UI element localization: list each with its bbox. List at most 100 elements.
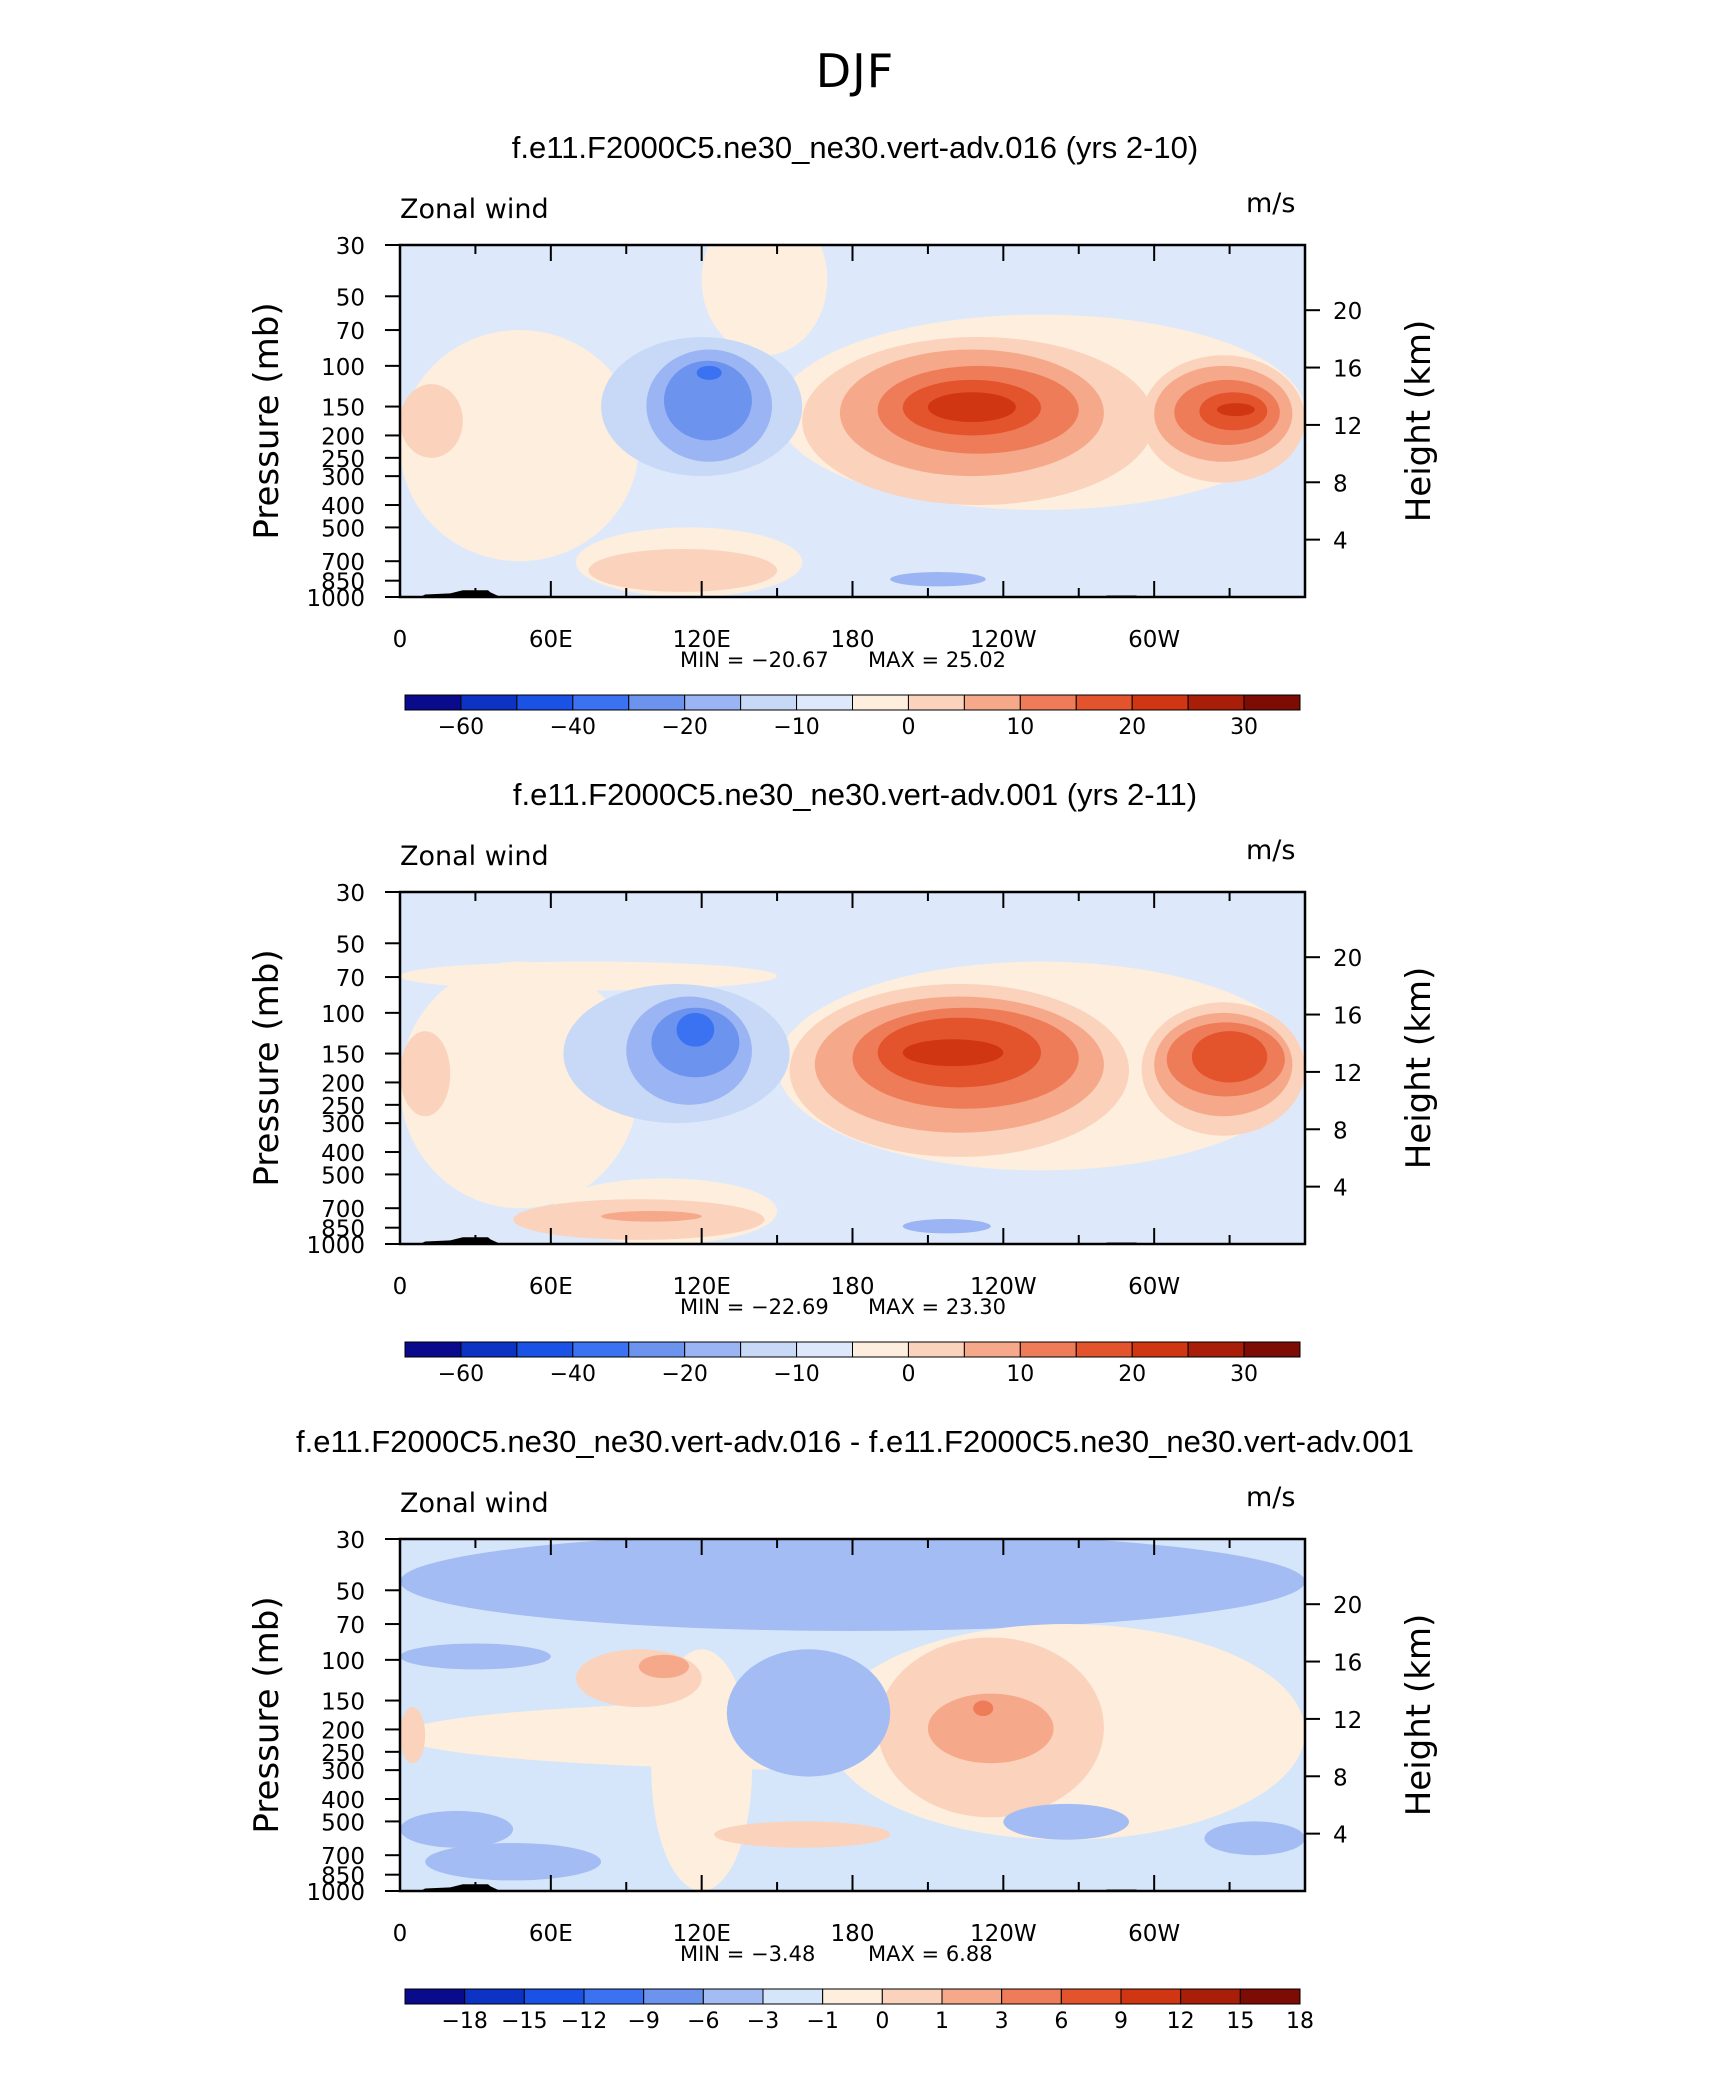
y-right-tick-label: 16 <box>1333 1651 1362 1677</box>
y-tick-label: 100 <box>321 1649 365 1675</box>
contour-field <box>400 1539 1305 1891</box>
contour-fill <box>400 330 639 562</box>
colorbar-label: −60 <box>438 1362 484 1387</box>
min-label: MIN = −3.48 <box>680 1942 815 1966</box>
figure-title: DJF <box>815 44 895 98</box>
colorbar-box <box>907 1341 965 1358</box>
y-right-axis-title: Height (km) <box>1399 320 1439 523</box>
contour-fill <box>400 1643 551 1670</box>
colorbar-label: 30 <box>1230 715 1258 740</box>
colorbar-label: −12 <box>561 2009 607 2034</box>
y-right-tick-label: 4 <box>1333 1823 1348 1849</box>
x-tick-label: 0 <box>393 627 408 653</box>
colorbar-box <box>1243 1341 1301 1358</box>
colorbar-label: 18 <box>1286 2009 1314 2034</box>
y-tick-label: 400 <box>321 1141 365 1167</box>
colorbar-label: −60 <box>438 715 484 740</box>
x-tick-label: 180 <box>831 1274 875 1300</box>
panel-2-variable-label: Zonal wind <box>400 841 549 872</box>
colorbar-label: −3 <box>747 2009 779 2034</box>
colorbar-box <box>643 1988 704 2005</box>
colorbar-label: 10 <box>1006 715 1034 740</box>
colorbar-label: −6 <box>687 2009 719 2034</box>
x-tick-label: 120W <box>970 1274 1037 1300</box>
colorbar-label: 20 <box>1118 715 1146 740</box>
colorbar-box <box>796 694 853 711</box>
min-label: MIN = −22.69 <box>680 1295 829 1319</box>
colorbar-label: 0 <box>901 715 915 740</box>
colorbar-box <box>516 1341 574 1358</box>
colorbar-box <box>1131 1341 1189 1358</box>
y-right-tick-label: 4 <box>1333 1176 1348 1202</box>
y-tick-label: 500 <box>321 516 365 542</box>
colorbar-label: 1 <box>935 2009 949 2034</box>
y-right-tick-label: 8 <box>1333 1118 1348 1144</box>
x-tick-label: 60E <box>529 1274 573 1300</box>
colorbar-box <box>1060 1988 1122 2005</box>
contour-fill <box>425 1843 602 1881</box>
y-right-axis-title: Height (km) <box>1399 967 1439 1170</box>
colorbar-label: 9 <box>1114 2009 1128 2034</box>
y-tick-label: 70 <box>336 319 365 345</box>
colorbar-label: −1 <box>806 2009 838 2034</box>
y-right-axis-title: Height (km) <box>1399 1614 1439 1817</box>
x-tick-label: 120E <box>672 1921 730 1947</box>
y-tick-label: 400 <box>321 1788 365 1814</box>
x-tick-label: 120W <box>970 1921 1037 1947</box>
panel-3-title: f.e11.F2000C5.ne30_ne30.vert-adv.016 - f… <box>296 1424 1414 1459</box>
y-tick-label: 400 <box>321 494 365 520</box>
colorbar-box <box>684 694 742 711</box>
panel-2-title: f.e11.F2000C5.ne30_ne30.vert-adv.001 (yr… <box>512 777 1198 812</box>
colorbar-box <box>740 694 798 711</box>
topography-africa <box>420 590 501 597</box>
colorbar-label: −20 <box>661 715 707 740</box>
colorbar-box <box>1131 694 1189 711</box>
contour-fill <box>400 1810 514 1848</box>
x-tick-label: 180 <box>831 1921 875 1947</box>
colorbar-box <box>572 694 630 711</box>
colorbar-label: 0 <box>875 2009 889 2034</box>
contour-fill <box>400 1031 451 1117</box>
y-tick-label: 700 <box>321 1197 365 1223</box>
panel-3: f.e11.F2000C5.ne30_ne30.vert-adv.016 - f… <box>0 1424 1710 2074</box>
contour-fill <box>676 1012 715 1047</box>
x-tick-label: 60W <box>1128 1274 1180 1300</box>
y-tick-label: 30 <box>336 1528 365 1554</box>
y-right-tick-label: 16 <box>1333 357 1362 383</box>
y-tick-label: 250 <box>321 1094 365 1120</box>
contour-fill <box>1204 1821 1305 1856</box>
y-axis-title: Pressure (mb) <box>247 1596 287 1833</box>
contour-fill <box>701 245 828 356</box>
y-tick-label: 200 <box>321 424 365 450</box>
contour-fill <box>1003 1803 1130 1840</box>
colorbar-label: −9 <box>627 2009 659 2034</box>
y-axis-title: Pressure (mb) <box>247 302 287 539</box>
panel-2-units-label: m/s <box>1246 835 1296 866</box>
colorbar-box <box>907 694 965 711</box>
y-tick-label: 850 <box>321 1217 365 1243</box>
colorbar-label: −15 <box>501 2009 547 2034</box>
y-tick-label: 100 <box>321 355 365 381</box>
y-axis-title: Pressure (mb) <box>247 949 287 1186</box>
contour-fill <box>696 365 722 380</box>
colorbar-label: 15 <box>1226 2009 1254 2034</box>
contour-fill <box>902 1039 1004 1067</box>
y-tick-label: 30 <box>336 234 365 260</box>
contour-field <box>400 892 1305 1244</box>
colorbar-box <box>1075 694 1133 711</box>
colorbar-box <box>740 1341 798 1358</box>
colorbar-box <box>1120 1988 1182 2005</box>
x-tick-label: 60W <box>1128 627 1180 653</box>
panel-3-plot: 0 60E 120E 180 120W 60W3050701001502002503004… <box>247 1528 1439 2034</box>
colorbar-box <box>1075 1341 1133 1358</box>
panel-2: f.e11.F2000C5.ne30_ne30.vert-adv.001 (yr… <box>0 777 1710 1427</box>
colorbar-box <box>404 694 462 711</box>
contour-fill <box>575 1649 702 1708</box>
y-right-tick-label: 4 <box>1333 529 1348 555</box>
colorbar-box <box>464 1988 525 2005</box>
y-tick-label: 500 <box>321 1810 365 1836</box>
panel-2-plot: 0 60E 120E 180 120W 60W3050701001502002503004… <box>247 881 1439 1387</box>
colorbar-box <box>881 1988 943 2005</box>
y-tick-label: 250 <box>321 447 365 473</box>
